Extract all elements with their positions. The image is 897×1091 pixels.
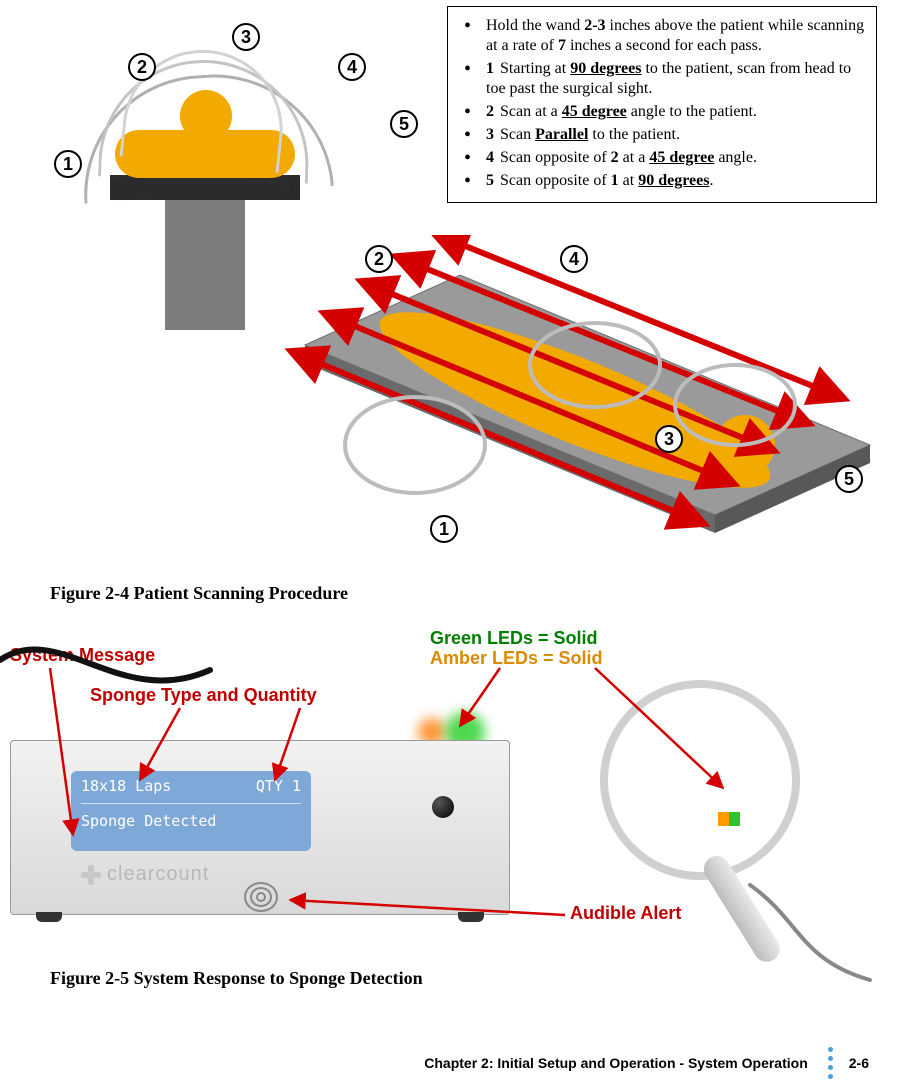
patient-head-lying [715, 415, 775, 475]
scan-position-badge-1: 1 [54, 150, 82, 178]
instruction-item: 5 Scan opposite of 1 at 90 degrees. [458, 171, 866, 191]
scan-position-badge-5: 5 [390, 110, 418, 138]
wand-ring [587, 667, 813, 893]
scan-position-badge-5: 5 [835, 465, 863, 493]
brand-text: clearcount [107, 863, 209, 886]
instructions-box: Hold the wand 2-3 inches above the patie… [447, 6, 877, 203]
scan-arrow [370, 285, 765, 447]
scan-position-badge-4: 4 [338, 53, 366, 81]
footer-dots-icon [828, 1047, 833, 1079]
wand-loops [345, 323, 795, 493]
table-stand [165, 200, 245, 330]
callout-green-leds: Green LEDs = Solid [430, 628, 598, 649]
scan-position-badge-3: 3 [655, 425, 683, 453]
scan-position-badge-4: 4 [560, 245, 588, 273]
device-logo: clearcount [81, 863, 209, 886]
screen-qty: QTY 1 [256, 777, 301, 795]
scan-arrow [300, 355, 695, 520]
table-slab [305, 275, 870, 515]
figure-2-4-perspective: 1 2 3 4 5 [275, 235, 875, 565]
wand-assembly [560, 670, 880, 970]
instruction-item: 3 Scan Parallel to the patient. [458, 125, 866, 145]
page: 1 2 3 4 5 Hold the wand 2-3 inches above the… [0, 0, 897, 1091]
speaker-icon [236, 884, 286, 910]
figure-2-4-caption: Figure 2-4 Patient Scanning Procedure [50, 583, 348, 604]
instruction-item: Hold the wand 2-3 inches above the patie… [458, 16, 866, 56]
scan-position-badge-3: 3 [232, 23, 260, 51]
device-screen: 18x18 Laps QTY 1 Sponge Detected [71, 771, 311, 851]
wand-led-strip [718, 812, 740, 826]
footer-page-number: 2-6 [849, 1055, 869, 1071]
figure-2-5-caption: Figure 2-5 System Response to Sponge Det… [50, 968, 423, 989]
scan-position-badge-1: 1 [430, 515, 458, 543]
scan-arrow [443, 237, 835, 395]
scan-arrow [333, 317, 725, 480]
page-footer: Chapter 2: Initial Setup and Operation -… [0, 1047, 897, 1079]
device-body: 18x18 Laps QTY 1 Sponge Detected clearco… [10, 740, 510, 915]
perspective-svg [275, 235, 875, 565]
scan-position-badge-2: 2 [128, 53, 156, 81]
device-foot [458, 912, 484, 922]
scan-arrow [405, 260, 800, 420]
instruction-item: 1 Starting at 90 degrees to the patient,… [458, 59, 866, 99]
device-foot [36, 912, 62, 922]
table-slab-edge [305, 345, 715, 533]
screen-message: Sponge Detected [81, 812, 301, 830]
screen-sponge-type: 18x18 Laps [81, 777, 171, 795]
plus-icon [81, 865, 101, 885]
patient-lying [365, 282, 786, 517]
instruction-item: 2 Scan at a 45 degree angle to the patie… [458, 102, 866, 122]
instruction-item: 4 Scan opposite of 2 at a 45 degree angl… [458, 148, 866, 168]
callout-sponge-type: Sponge Type and Quantity [90, 685, 317, 706]
figure-2-5: System Message Sponge Type and Quantity … [0, 640, 897, 960]
instructions-list: Hold the wand 2-3 inches above the patie… [458, 16, 866, 191]
footer-chapter: Chapter 2: Initial Setup and Operation -… [424, 1055, 808, 1071]
power-button[interactable] [432, 796, 454, 818]
callout-amber-leds: Amber LEDs = Solid [430, 648, 603, 669]
scan-position-badge-2: 2 [365, 245, 393, 273]
callout-system-message: System Message [10, 645, 155, 666]
